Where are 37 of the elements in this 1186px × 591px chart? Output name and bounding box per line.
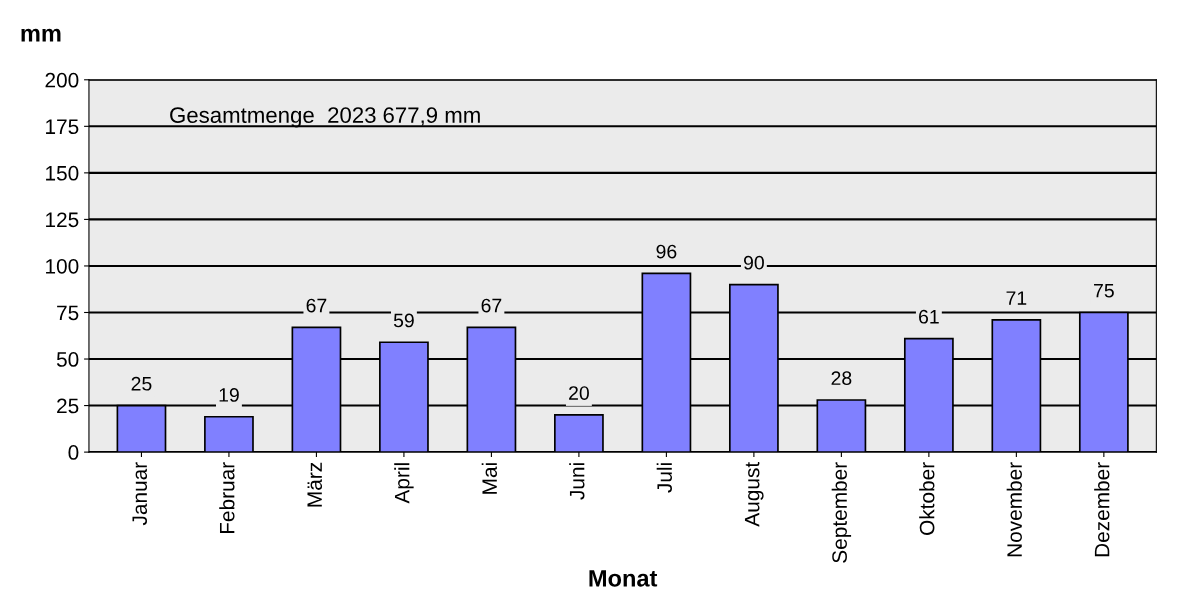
x-tick-label: November: [1006, 462, 1022, 557]
y-tick-label: 100: [46, 258, 79, 274]
y-tick-label: 0: [68, 445, 79, 460]
data-label: 67: [306, 298, 327, 313]
annotation: Gesamtmenge 2023: [170, 107, 376, 128]
data-label: 20: [569, 386, 589, 400]
y-tick-label: 175: [46, 119, 79, 135]
data-label: 75: [1094, 283, 1114, 298]
x-tick-label: Juni: [569, 463, 585, 500]
annotation: 677,9 mm: [383, 107, 480, 126]
y-tick-label: 150: [46, 165, 79, 181]
x-axis-title: Monat: [589, 570, 658, 587]
x-tick-label: August: [744, 461, 764, 527]
data-label: 96: [656, 244, 677, 259]
y-tick-label: 25: [57, 398, 79, 414]
data-label: 67: [481, 298, 502, 313]
data-label: 59: [393, 313, 414, 328]
y-tick-label: 50: [56, 352, 79, 367]
y-tick-label: 200: [45, 72, 79, 88]
data-label: 61: [919, 309, 939, 324]
y-tick-label: 125: [46, 212, 79, 228]
x-tick-label: März: [307, 462, 323, 507]
y-axis-title: mm: [21, 28, 61, 42]
data-label: 90: [743, 255, 764, 270]
x-tick-label: Dezember: [1094, 462, 1110, 557]
x-tick-label: Januar: [132, 462, 148, 526]
x-tick-label: Juli: [656, 463, 672, 493]
x-tick-label: Mai: [481, 463, 497, 494]
data-label: 25: [131, 376, 152, 391]
x-tick-label: Februar: [219, 462, 235, 534]
data-label: 19: [219, 388, 239, 402]
data-label: 71: [1006, 291, 1027, 305]
x-tick-label: September: [831, 462, 852, 563]
x-tick-label: April: [394, 463, 414, 504]
x-tick-label: Oktober: [919, 462, 935, 535]
y-tick-label: 75: [57, 305, 79, 321]
data-label: 28: [831, 371, 852, 386]
